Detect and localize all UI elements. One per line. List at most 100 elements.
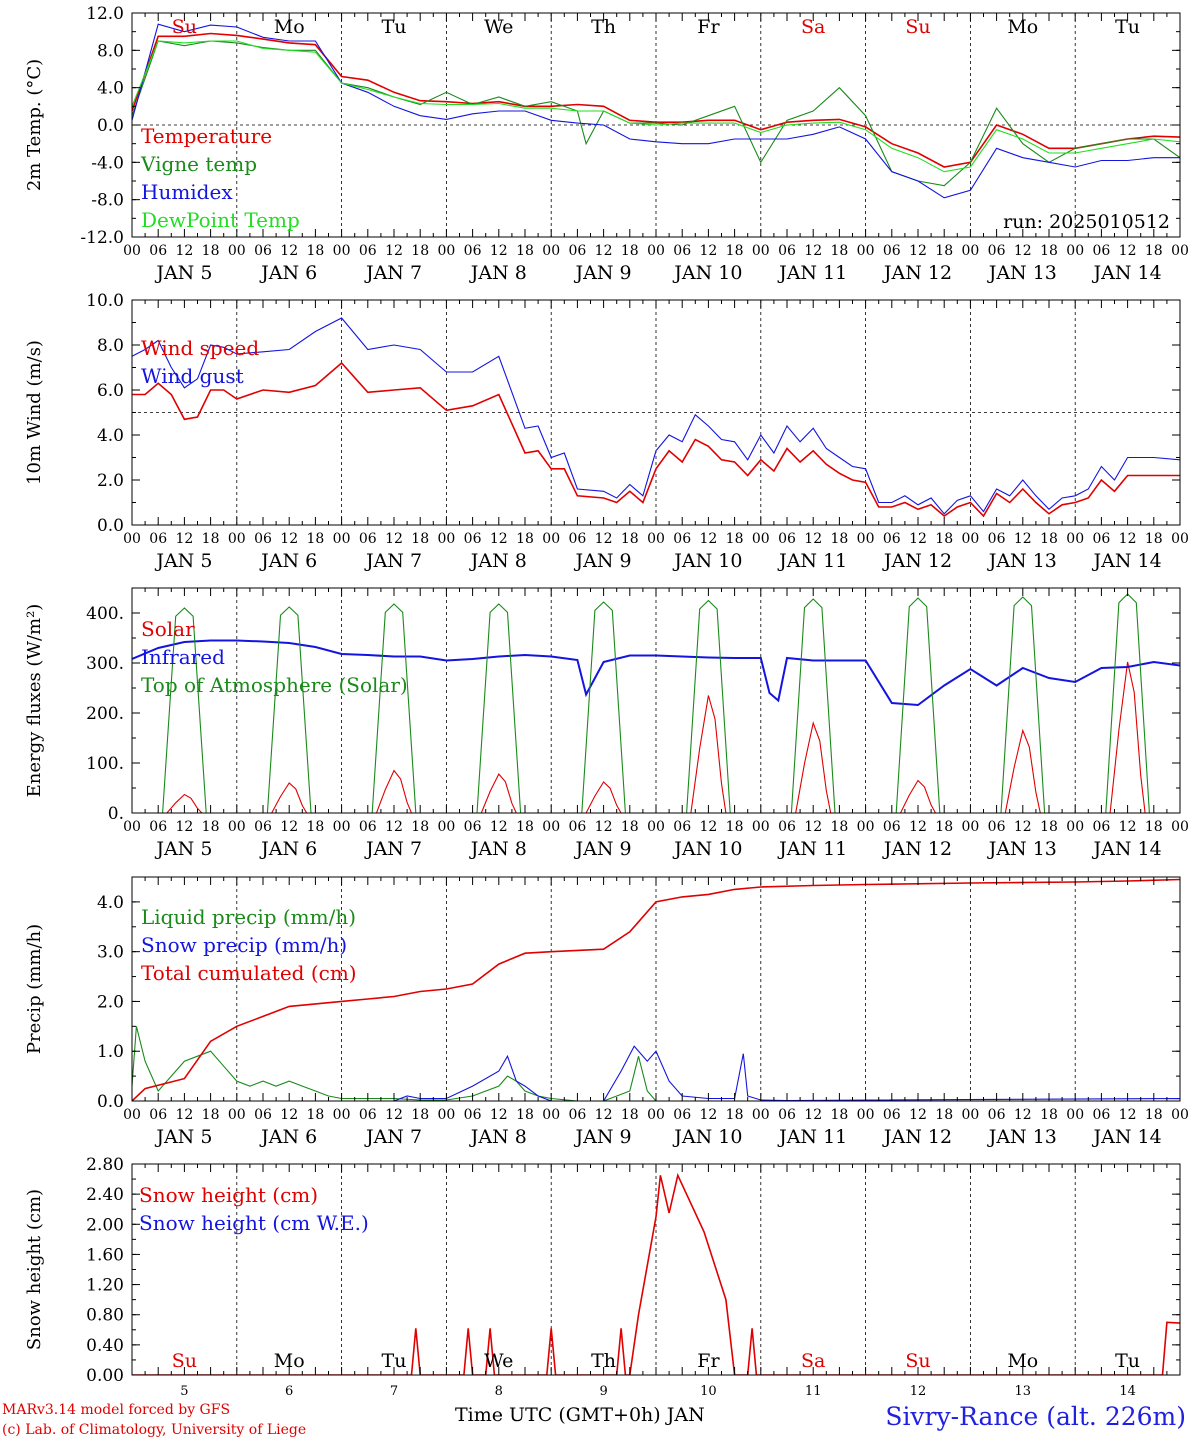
hour-tick-label: 12 [595, 531, 613, 547]
hour-tick-label: 06 [464, 1107, 482, 1123]
hour-tick-label: 18 [621, 243, 639, 259]
y-tick-label: 3.0 [97, 943, 124, 963]
y-axis-label: Energy fluxes (W/m²) [24, 604, 45, 798]
hour-tick-label: 12 [1119, 819, 1137, 835]
legend-entry: Snow height (cm) [139, 1183, 318, 1207]
hour-tick-label: 06 [673, 819, 691, 835]
model-credit: MARv3.14 model forced by GFS (c) Lab. of… [2, 1400, 306, 1440]
date-tick-label: JAN 11 [777, 550, 847, 572]
hour-tick-label: 06 [778, 243, 796, 259]
hour-tick-label: 06 [988, 819, 1006, 835]
y-tick-label: 200. [86, 704, 124, 724]
day-of-week-label: Mo [1007, 1350, 1038, 1372]
hour-tick-label: 00 [333, 243, 351, 259]
date-tick-label: JAN 13 [987, 1126, 1057, 1148]
date-tick-label: JAN 8 [469, 838, 527, 860]
date-tick-label: JAN 9 [574, 1126, 632, 1148]
legend-entry: Humidex [141, 180, 233, 204]
y-tick-label: 2.0 [97, 992, 124, 1012]
hour-tick-label: 06 [464, 243, 482, 259]
y-tick-label: 0.0 [97, 116, 124, 136]
hour-tick-label: 18 [306, 243, 324, 259]
legend-entry: Snow precip (mm/h) [141, 933, 347, 957]
hour-tick-label: 12 [804, 819, 822, 835]
credit-line-2: (c) Lab. of Climatology, University of L… [2, 1422, 307, 1438]
legend-entry: Infrared [141, 645, 225, 669]
hour-tick-label: 12 [699, 819, 717, 835]
hour-tick-label: 06 [464, 531, 482, 547]
y-tick-label: 8.0 [97, 336, 124, 356]
hour-tick-label: 12 [280, 1107, 298, 1123]
hour-tick-label: 12 [699, 243, 717, 259]
hour-tick-label: 12 [280, 819, 298, 835]
y-tick-label: 400. [86, 604, 124, 624]
day-number-label: 9 [599, 1384, 607, 1399]
legend-entry: Total cumulated (cm) [141, 961, 357, 985]
hour-tick-label: 12 [280, 531, 298, 547]
series-line-red [132, 361, 1180, 518]
hour-tick-label: 00 [542, 243, 560, 259]
chart-panel-2: 10.0 8.0 6.0 4.0 2.0 0.0 10m Wind (m/s) 00 06 12 1… [24, 291, 1189, 572]
y-tick-label: 2.0 [97, 471, 124, 491]
hour-tick-label: 06 [149, 531, 167, 547]
hour-tick-label: 06 [883, 819, 901, 835]
hour-tick-label: 18 [935, 531, 953, 547]
hour-tick-label: 00 [123, 531, 141, 547]
hour-tick-label: 00 [857, 243, 875, 259]
date-tick-label: JAN 14 [1092, 262, 1162, 284]
hour-tick-label: 00 [647, 1107, 665, 1123]
series-line-red [132, 1172, 1180, 1375]
hour-tick-label: 00 [1171, 243, 1189, 259]
hour-tick-label: 12 [280, 243, 298, 259]
date-tick-label: JAN 12 [882, 838, 952, 860]
hour-tick-label: 00 [647, 531, 665, 547]
date-tick-label: JAN 8 [469, 262, 527, 284]
date-tick-label: JAN 11 [777, 838, 847, 860]
hour-tick-label: 00 [228, 1107, 246, 1123]
y-tick-label: 12.0 [86, 4, 124, 24]
hour-tick-label: 00 [437, 531, 455, 547]
day-of-week-label: Mo [1007, 16, 1038, 38]
hour-tick-label: 18 [830, 531, 848, 547]
hour-tick-label: 06 [568, 1107, 586, 1123]
hour-tick-label: 18 [1145, 819, 1163, 835]
date-tick-label: JAN 12 [882, 1126, 952, 1148]
legend-entry: Liquid precip (mm/h) [141, 905, 356, 929]
date-tick-label: JAN 5 [154, 262, 212, 284]
day-of-week-label: Tu [382, 1350, 407, 1372]
date-tick-label: JAN 5 [154, 550, 212, 572]
series-group [132, 1172, 1180, 1375]
hour-tick-label: 00 [333, 819, 351, 835]
chart-panel-4: 4.0 3.0 2.0 1.0 0.0 Precip (mm/h) 00 06 12 18 00 06… [24, 876, 1189, 1148]
y-axis-label: Snow height (cm) [24, 1189, 45, 1350]
hour-tick-label: 12 [1119, 1107, 1137, 1123]
day-of-week-label: Mo [274, 16, 305, 38]
day-number-label: 7 [390, 1384, 398, 1399]
hour-tick-label: 06 [988, 243, 1006, 259]
hour-tick-label: 06 [149, 243, 167, 259]
credit-line-1: MARv3.14 model forced by GFS [2, 1402, 231, 1418]
hour-tick-label: 12 [1014, 1107, 1032, 1123]
hour-tick-label: 12 [385, 531, 403, 547]
y-tick-label: -8.0 [91, 191, 124, 211]
hour-tick-label: 12 [699, 1107, 717, 1123]
hour-tick-label: 12 [909, 531, 927, 547]
day-of-week-label: Sa [801, 16, 825, 38]
date-tick-label: JAN 8 [469, 550, 527, 572]
hour-tick-label: 12 [1119, 531, 1137, 547]
hour-tick-label: 18 [621, 531, 639, 547]
hour-tick-label: 18 [621, 1107, 639, 1123]
hour-tick-label: 12 [175, 531, 193, 547]
y-axis-label: Precip (mm/h) [24, 924, 45, 1054]
day-number-label: 8 [495, 1384, 503, 1399]
date-tick-label: JAN 10 [672, 550, 742, 572]
y-tick-label: 0.00 [86, 1366, 124, 1386]
hour-tick-label: 12 [175, 819, 193, 835]
legend-entry: Top of Atmosphere (Solar) [141, 673, 408, 697]
hour-tick-label: 06 [359, 1107, 377, 1123]
day-of-week-label: Th [591, 16, 616, 38]
hour-tick-label: 06 [254, 531, 272, 547]
hour-tick-label: 00 [542, 1107, 560, 1123]
hour-tick-label: 00 [333, 1107, 351, 1123]
hour-tick-label: 06 [1092, 531, 1110, 547]
